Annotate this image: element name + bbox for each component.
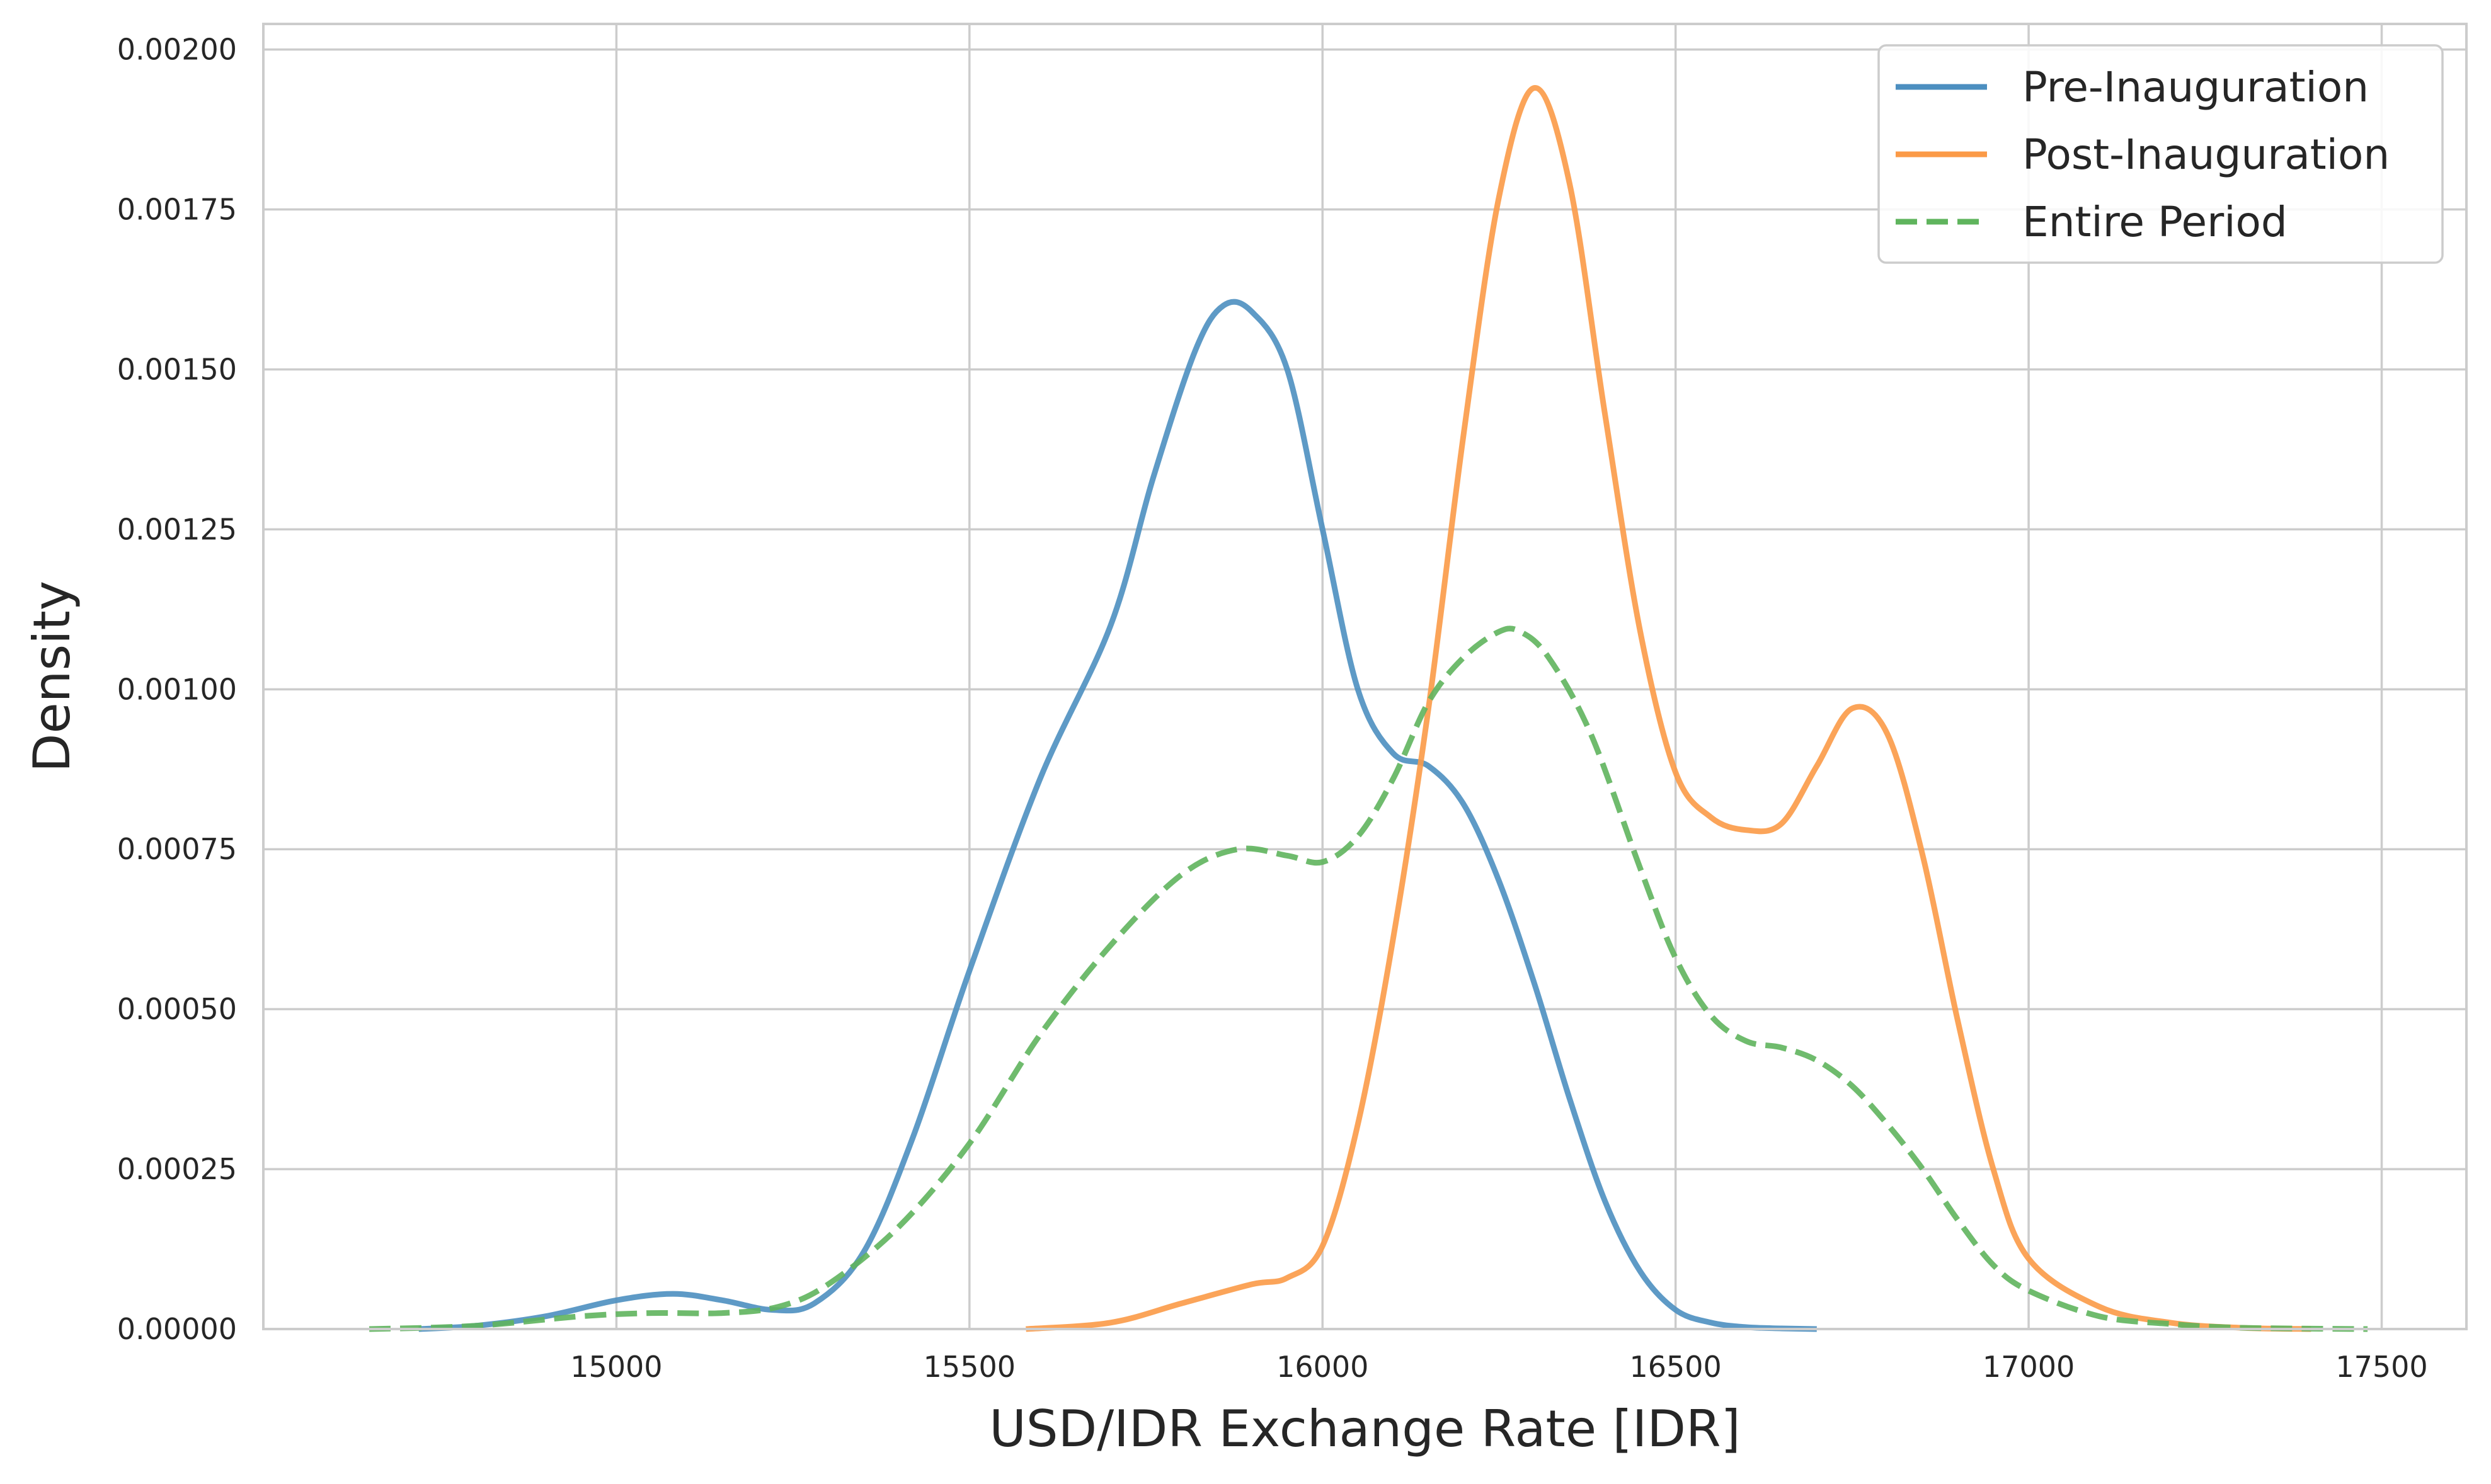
legend: Pre-Inauguration Post-Inauguration Entire … [1877,44,2444,264]
y-tick-label: 0.00150 [117,352,237,386]
legend-label: Pre-Inauguration [2022,63,2369,111]
legend-label: Post-Inauguration [2022,130,2390,179]
series-lines [369,85,2368,1332]
grid [263,24,2466,1330]
x-tick-label: 17500 [2335,1350,2427,1384]
y-tick-label: 0.00000 [117,1312,237,1346]
x-tick-label: 15500 [924,1350,1016,1384]
y-tick-label: 0.00075 [117,832,237,866]
x-tick-label: 17000 [1983,1350,2075,1384]
legend-box [1877,44,2444,264]
x-tick-label: 15000 [570,1350,662,1384]
y-tick-label: 0.00050 [117,992,237,1026]
series-line-2 [1026,85,2311,1332]
y-tick-label: 0.00125 [117,512,237,546]
x-tick-label: 16000 [1276,1350,1368,1384]
plot-frame [262,23,2468,1330]
series-line-3 [369,625,2368,1332]
y-tick-label: 0.00100 [117,672,237,706]
y-tick-label: 0.00025 [117,1152,237,1186]
x-axis-title: USD/IDR Exchange Rate [IDR] [989,1400,1741,1458]
y-tick-labels: 0.00000 0.00025 0.00050 0.00075 0.00100 0.001… [117,33,237,1346]
y-tick-label: 0.00200 [117,33,237,67]
y-tick-label: 0.00175 [117,193,237,227]
legend-label: Entire Period [2022,198,2288,246]
y-axis-title: Density [23,581,81,772]
x-tick-labels: 15000 15500 16000 16500 17000 17500 [570,1350,2427,1384]
x-tick-label: 16500 [1629,1350,1721,1384]
